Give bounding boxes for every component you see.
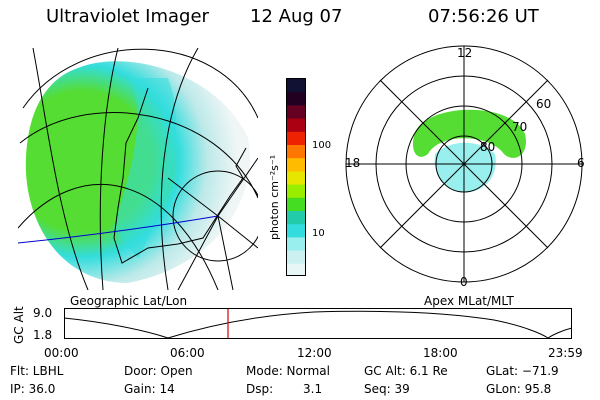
colorbar-band [287, 224, 305, 238]
colorbar-band [287, 145, 305, 159]
geographic-image-panel [18, 48, 258, 290]
altitude-xtick-2359: 23:59 [548, 346, 583, 360]
mlat-60-label: 60 [536, 97, 552, 111]
colorbar-band [287, 92, 305, 106]
time-label: 07:56:26 UT [428, 6, 539, 27]
altitude-curve [64, 310, 572, 339]
mlat-70-label: 70 [512, 120, 528, 134]
colorbar-tick-100: 100 [312, 140, 332, 151]
altitude-ytick-high: 9.0 [33, 306, 53, 320]
altitude-ylabel: GC Alt [12, 306, 26, 344]
altitude-xtick-1200: 12:00 [297, 346, 332, 360]
polar-panel-label: Apex MLat/MLT [424, 294, 514, 308]
date-label: 12 Aug 07 [250, 6, 343, 27]
geographic-panel-label: Geographic Lat/Lon [70, 294, 188, 308]
altitude-plot [64, 308, 572, 339]
colorbar-band [287, 171, 305, 186]
colorbar-band [287, 118, 305, 133]
colorbar-band [287, 105, 305, 120]
polar-mlat-mlt-panel [345, 45, 583, 283]
info-gain: Gain: 14 [124, 382, 175, 396]
info-dsp-label: Dsp: [246, 382, 274, 396]
coastline [113, 87, 247, 264]
mlt-18-label: 18 [345, 156, 361, 170]
colorbar-band [287, 131, 305, 146]
colorbar-band [287, 250, 305, 265]
mlat-80-label: 80 [480, 140, 496, 154]
auroral-oval [412, 109, 526, 158]
colorbar-unit-label: photon cm⁻²s⁻¹ [268, 154, 281, 240]
altitude-ytick-low: 1.8 [33, 328, 53, 342]
colorbar-band [287, 237, 305, 252]
mlt-0-label: 0 [460, 275, 468, 289]
colorbar-band [287, 79, 305, 93]
info-mode: Mode: Normal [246, 364, 330, 378]
colorbar-band [287, 158, 305, 172]
info-glat: GLat: −71.9 [486, 364, 559, 378]
altitude-xtick-1800: 18:00 [423, 346, 458, 360]
info-flt: Flt: LBHL [10, 364, 64, 378]
info-ip: IP: 36.0 [10, 382, 56, 396]
info-dsp-value: 3.1 [303, 382, 323, 396]
colorbar [286, 78, 306, 276]
info-door: Door: Open [124, 364, 193, 378]
colorbar-band [287, 184, 305, 199]
mlt-6-label: 6 [577, 156, 585, 170]
info-gcalt: GC Alt: 6.1 Re [364, 364, 448, 378]
info-glon: GLon: 95.8 [486, 382, 552, 396]
colorbar-band [287, 263, 305, 275]
satellite-track [18, 215, 219, 244]
altitude-xtick-0000: 00:00 [44, 346, 79, 360]
altitude-xtick-0600: 06:00 [170, 346, 205, 360]
colorbar-tick-10: 10 [312, 228, 325, 239]
instrument-title: Ultraviolet Imager [46, 6, 209, 27]
info-seq: Seq: 39 [364, 382, 410, 396]
mlt-12-label: 12 [457, 46, 473, 60]
colorbar-band [287, 197, 305, 212]
colorbar-band [287, 211, 305, 225]
